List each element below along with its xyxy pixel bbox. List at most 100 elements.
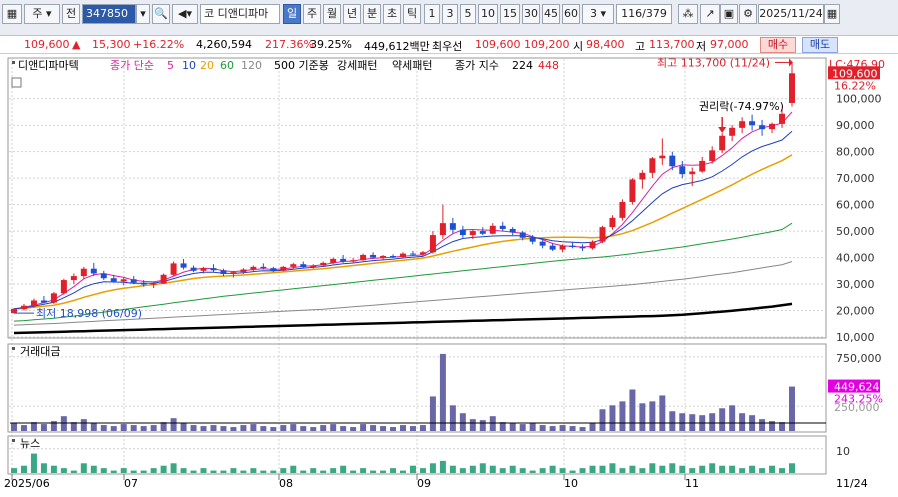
amount-bar	[120, 424, 127, 431]
price-y-tick-label: 70,000	[836, 172, 875, 185]
high-price: 113,700	[649, 38, 695, 51]
amount-bar	[739, 413, 746, 431]
interval-10-button[interactable]: 10	[478, 4, 498, 24]
buy-button[interactable]: 매수	[760, 37, 796, 53]
interval-15-button[interactable]: 15	[500, 4, 520, 24]
amount-bar	[479, 420, 486, 431]
x-label-08: 08	[279, 477, 293, 490]
amount-bar	[60, 416, 67, 431]
interval-30-button[interactable]: 30	[522, 4, 540, 24]
calendar-icon[interactable]: ▦	[824, 4, 840, 24]
amount-bar	[639, 403, 646, 431]
candle-body	[380, 255, 387, 258]
candle-body	[479, 231, 486, 234]
open-price: 98,400	[586, 38, 625, 51]
candle-body	[11, 308, 17, 314]
news-bar	[709, 463, 716, 473]
save-icon[interactable]: ▣	[720, 4, 738, 24]
low-annotation: 최저 18,998 (06/09)	[36, 307, 142, 320]
interval-5-button[interactable]: 5	[460, 4, 476, 24]
interval-1-button[interactable]: 1	[424, 4, 440, 24]
news-bar	[380, 470, 387, 473]
x-label-11-24: 11/24	[836, 477, 868, 490]
candle-body	[200, 268, 207, 271]
low-label: 저	[696, 40, 707, 53]
news-bar	[280, 468, 287, 473]
grid-icon[interactable]: ⁂	[678, 4, 698, 24]
period-month-button[interactable]: 월	[323, 4, 341, 24]
period-minute-button[interactable]: 분	[363, 4, 381, 24]
news-legend-marker	[12, 439, 15, 442]
period-second-button[interactable]: 초	[383, 4, 401, 24]
candle-body	[50, 293, 57, 303]
amount-bar	[789, 386, 795, 431]
candle-body	[80, 268, 87, 277]
price-y-tick-label: 30,000	[836, 278, 875, 291]
legend-ma20: 20	[200, 59, 214, 72]
amount-bar	[270, 427, 277, 431]
current-price-tag	[828, 66, 880, 80]
news-bar	[749, 465, 756, 473]
stock-code-input[interactable]: 347850	[82, 4, 136, 24]
market-select[interactable]: 주 ▾	[24, 4, 60, 24]
period-day-button[interactable]: 일	[283, 4, 301, 24]
candle-body	[429, 235, 436, 253]
amount-bar	[449, 405, 456, 431]
search-icon[interactable]: 🔍	[152, 4, 170, 24]
candle-body	[529, 237, 536, 242]
trade-amount: 449,612백만	[364, 40, 430, 53]
count-select[interactable]: 3 ▾	[582, 4, 614, 24]
count-value: 3	[589, 7, 597, 20]
x-axis-ticks	[11, 474, 686, 480]
news-bar	[439, 460, 446, 473]
candle-body	[20, 305, 27, 310]
news-bar	[340, 465, 347, 473]
interval-3-button[interactable]: 3	[442, 4, 458, 24]
period-year-button[interactable]: 년	[343, 4, 361, 24]
candle-body	[629, 179, 636, 202]
candle-body	[240, 269, 247, 273]
prev-button[interactable]: 전	[62, 4, 80, 24]
amount-bar	[170, 418, 177, 431]
candle-body	[619, 201, 626, 218]
x-label-10: 10	[564, 477, 578, 490]
change-rate: +16.22%	[133, 38, 185, 51]
news-bar	[260, 470, 267, 473]
amount-bar	[380, 426, 387, 431]
sound-icon[interactable]: ◀▾	[172, 4, 198, 24]
range-field[interactable]: 116/379	[616, 4, 672, 24]
news-bar	[649, 463, 656, 473]
collapse-toggle-icon[interactable]	[11, 77, 22, 88]
news-bar	[499, 468, 506, 473]
candle-body	[100, 273, 107, 279]
period-tick-button[interactable]: 틱	[403, 4, 421, 24]
trend-icon[interactable]: ↗	[700, 4, 720, 24]
code-dropdown-icon[interactable]: ▾	[136, 4, 150, 24]
legend-ma5: 5	[167, 59, 174, 72]
turnover-rate: 39.25%	[310, 38, 352, 51]
settings-icon[interactable]: ⚙	[739, 4, 757, 24]
date-input[interactable]: 2025/11/24	[758, 4, 824, 24]
news-bar	[220, 470, 227, 473]
app-menu-icon[interactable]: ▦	[2, 4, 22, 24]
sell-button[interactable]: 매도	[802, 37, 838, 53]
amount-bar	[320, 425, 327, 431]
price-y-tick-label: 10,000	[836, 331, 875, 344]
news-bar	[639, 468, 646, 473]
legend-ind-base: 500 기준봉	[274, 59, 329, 72]
price-y-tick-label: 100,000	[836, 93, 882, 106]
amount-bar	[330, 424, 337, 431]
period-week-button[interactable]: 주	[303, 4, 321, 24]
legend-ma-label: 종가 단순	[110, 59, 154, 72]
candle-body	[210, 268, 217, 271]
candle-body	[499, 225, 506, 229]
news-bar	[30, 453, 37, 473]
current-amount-tag	[828, 379, 880, 393]
interval-60-button[interactable]: 60	[562, 4, 580, 24]
news-bar	[130, 470, 137, 473]
stock-chart[interactable]: 100,000 90,000 80,000 70,000 60,000 50,000 40,…	[0, 55, 898, 497]
amount-bar	[140, 426, 147, 431]
interval-45-button[interactable]: 45	[542, 4, 560, 24]
news-bar	[250, 468, 257, 473]
candle-body	[110, 278, 117, 282]
